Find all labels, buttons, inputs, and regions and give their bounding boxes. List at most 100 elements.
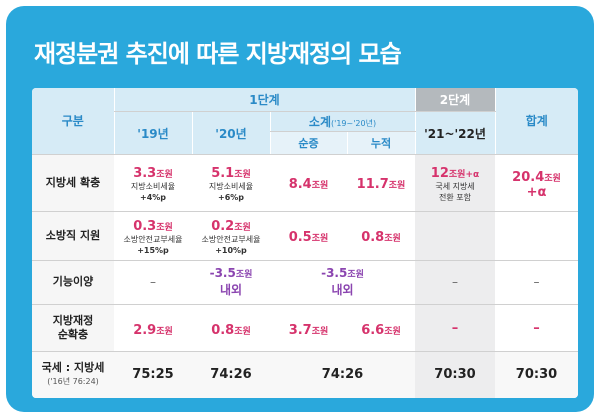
unit: 조원 — [156, 326, 173, 337]
cell-transfer-stage2: – — [415, 260, 495, 306]
value: -3.5 — [209, 266, 236, 281]
header-subtotal-note: ('19~'20년) — [331, 119, 377, 129]
header-y20: '20년 — [191, 111, 270, 155]
table-row-fire-support: 소방직 지원 0.3조원 소방안전교부세율 +15%p 0.2조원 소방안전교부… — [32, 211, 578, 261]
unit: 조원 — [347, 270, 364, 281]
value: -3.5 — [321, 266, 348, 281]
value: 0.5 — [288, 230, 312, 246]
value: 8.4 — [288, 177, 312, 193]
cell-ratio-y19: 75:25 — [114, 351, 192, 398]
table-row-local-tax: 지방세 확충 3.3조원 지방소비세율 +4%p 5.1조원 지방소비세율 +6… — [32, 154, 578, 212]
data-table-card: 구분 1단계 2단계 합계 '19년 '20년 소계('19~'20년) '21… — [32, 88, 578, 398]
row-label-function-transfer: 기능이양 — [32, 260, 114, 306]
extra: 내외 — [219, 283, 243, 298]
cell-net-net: 3.7조원 — [270, 304, 347, 352]
cell-fire-net: 0.5조원 — [270, 211, 347, 261]
cell-local-tax-total: 20.4조원 +α — [495, 154, 578, 212]
header-subtotal: 소계('19~'20년) — [269, 111, 415, 133]
note: +15%p — [137, 246, 169, 256]
note: +6%p — [217, 193, 244, 203]
header-y19: '19년 — [113, 111, 192, 155]
unit: 조원 — [384, 234, 401, 245]
unit: 조원 — [311, 181, 329, 192]
row-label-local-tax: 지방세 확충 — [32, 154, 114, 212]
extra: +α — [526, 184, 547, 200]
cell-ratio-stage2: 70:30 — [415, 351, 495, 398]
value: 12 — [430, 166, 449, 182]
extra: 내외 — [331, 283, 354, 298]
fiscal-table: 구분 1단계 2단계 합계 '19년 '20년 소계('19~'20년) '21… — [32, 88, 578, 398]
note: 지방소비세율 — [208, 182, 254, 192]
cell-net-total: – — [495, 304, 578, 352]
note: 소방안전교부세율 — [123, 235, 183, 245]
unit: 조원 — [234, 170, 251, 181]
table-row-net-expansion: 지방재정 순확충 2.9조원 0.8조원 3.7조원 6.6조원 – – — [32, 304, 578, 352]
cell-net-y19: 2.9조원 — [114, 304, 192, 352]
value: 0.3 — [133, 219, 157, 235]
value: 6.6 — [361, 322, 385, 338]
unit: 조원 — [311, 326, 329, 337]
row-label-net-expansion: 지방재정 순확충 — [32, 304, 114, 352]
cell-local-tax-y19: 3.3조원 지방소비세율 +4%p — [114, 154, 192, 212]
row-label-tax-ratio: 국세 : 지방세 ('16년 76:24) — [32, 351, 114, 398]
header-total: 합계 — [494, 88, 578, 155]
label-line: 지방재정 — [52, 314, 94, 327]
note: +10%p — [215, 246, 247, 256]
unit: 조원 — [384, 326, 401, 337]
value: 0.8 — [361, 230, 385, 246]
header-subtotal-label: 소계 — [308, 115, 331, 130]
value: 11.7 — [356, 177, 389, 193]
cell-transfer-y19: – — [114, 260, 192, 306]
cell-fire-y19: 0.3조원 소방안전교부세율 +15%p — [114, 211, 192, 261]
value: 0.2 — [211, 219, 235, 235]
unit: 조원 — [544, 173, 561, 184]
cell-fire-y20: 0.2조원 소방안전교부세율 +10%p — [192, 211, 270, 261]
unit: 조원 — [234, 223, 251, 234]
cell-local-tax-stage2: 12조원+α 국세 지방세 전환 포함 — [415, 154, 495, 212]
cell-net-stage2: – — [415, 304, 495, 352]
cell-transfer-y20: -3.5조원 내외 — [192, 260, 270, 306]
cell-net-cum: 6.6조원 — [347, 304, 415, 352]
cell-ratio-y20: 74:26 — [192, 351, 270, 398]
cell-local-tax-cum: 11.7조원 — [347, 154, 415, 212]
unit: 조원 — [235, 270, 253, 281]
header-y2122: '21~'22년 — [414, 111, 495, 155]
table-row-tax-ratio: 국세 : 지방세 ('16년 76:24) 75:25 74:26 74:26 … — [32, 351, 578, 398]
cell-fire-total — [495, 211, 578, 261]
label-line: 국세 : 지방세 — [41, 360, 105, 374]
cell-ratio-total: 70:30 — [495, 351, 578, 398]
header-net: 순증 — [269, 131, 347, 155]
value: 5.1 — [211, 166, 235, 182]
header-cumulative: 누적 — [346, 131, 415, 155]
page-title: 재정분권 추진에 따른 지방재정의 모습 — [34, 40, 402, 68]
header-row-2: '19년 '20년 소계('19~'20년) '21~'22년 — [32, 111, 578, 155]
infographic-frame: 재정분권 추진에 따른 지방재정의 모습 구분 1단계 2단계 합계 '19년 … — [6, 6, 594, 412]
note: 지방소비세율 — [130, 182, 176, 192]
unit: 조원 — [388, 181, 406, 192]
cell-transfer-total: – — [495, 260, 578, 306]
unit: 조원 — [156, 170, 173, 181]
label-note: ('16년 76:24) — [47, 376, 99, 386]
note: 소방안전교부세율 — [201, 235, 261, 245]
unit: 조원+α — [448, 170, 480, 181]
note: 전환 포함 — [439, 193, 471, 203]
value: 0.8 — [211, 322, 235, 338]
label-line: 순확충 — [57, 328, 89, 341]
note: +4%p — [139, 193, 166, 203]
value: 3.3 — [133, 166, 157, 182]
cell-fire-cum: 0.8조원 — [347, 211, 415, 261]
row-label-fire-support: 소방직 지원 — [32, 211, 114, 261]
cell-fire-stage2 — [415, 211, 495, 261]
header-row-3: 순증 누적 — [32, 131, 578, 155]
cell-net-y20: 0.8조원 — [192, 304, 270, 352]
header-stage2: 2단계 — [414, 88, 495, 113]
header-gubun: 구분 — [32, 88, 114, 155]
table-row-function-transfer: 기능이양 – -3.5조원 내외 -3.5조원 내외 – – — [32, 260, 578, 306]
header-stage1: 1단계 — [113, 88, 415, 113]
unit: 조원 — [311, 234, 329, 245]
note: 국세 지방세 — [435, 182, 475, 192]
cell-local-tax-net: 8.4조원 — [270, 154, 347, 212]
cell-transfer-subtotal: -3.5조원 내외 — [270, 260, 415, 306]
header-row-1: 구분 1단계 2단계 합계 — [32, 88, 578, 155]
value: 20.4 — [512, 169, 545, 185]
